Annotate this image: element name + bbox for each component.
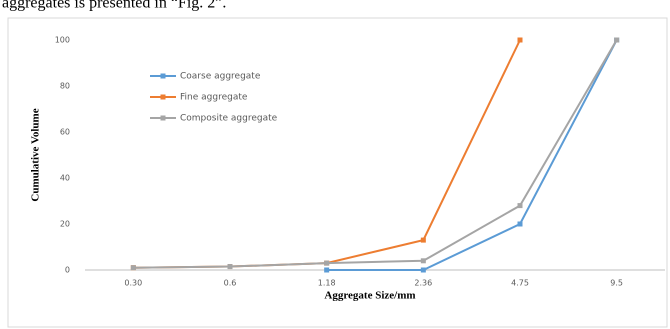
point-marker xyxy=(517,203,523,209)
legend-marker xyxy=(160,94,166,100)
y-axis-title: Cumulative Volume xyxy=(30,108,42,201)
y-tick-label: 20 xyxy=(60,220,70,229)
x-tick-label: 9.5 xyxy=(610,279,623,288)
point-marker xyxy=(517,221,523,227)
legend-marker xyxy=(160,73,166,79)
point-marker xyxy=(324,260,330,266)
point-marker xyxy=(420,258,426,264)
point-marker xyxy=(227,264,233,270)
context-text: aggregates is presented in “Fig. 2”. xyxy=(2,0,226,12)
point-marker xyxy=(324,267,330,273)
point-marker xyxy=(614,37,620,43)
y-tick-label: 60 xyxy=(60,128,70,137)
y-tick-label: 0 xyxy=(65,266,70,275)
point-marker xyxy=(130,265,136,271)
legend-marker xyxy=(160,115,166,121)
x-tick-label: 4.75 xyxy=(511,279,529,288)
point-marker xyxy=(420,237,426,243)
y-tick-label: 100 xyxy=(55,36,70,45)
point-marker xyxy=(420,267,426,273)
x-axis-title: Aggregate Size/mm xyxy=(324,290,415,302)
y-tick-label: 40 xyxy=(60,174,70,183)
series-line xyxy=(326,39,618,271)
chart-frame xyxy=(7,17,668,328)
series-line xyxy=(133,39,618,269)
legend-label: Composite aggregate xyxy=(180,114,278,124)
x-tick-label: 2.36 xyxy=(414,279,432,288)
x-tick-label: 0.30 xyxy=(124,279,142,288)
x-tick-label: 0.6 xyxy=(224,279,237,288)
point-marker xyxy=(517,37,523,43)
legend-label: Coarse aggregate xyxy=(180,72,261,82)
y-tick-label: 80 xyxy=(60,82,70,91)
x-tick-label: 1.18 xyxy=(318,279,336,288)
legend-label: Fine aggregate xyxy=(180,93,248,103)
